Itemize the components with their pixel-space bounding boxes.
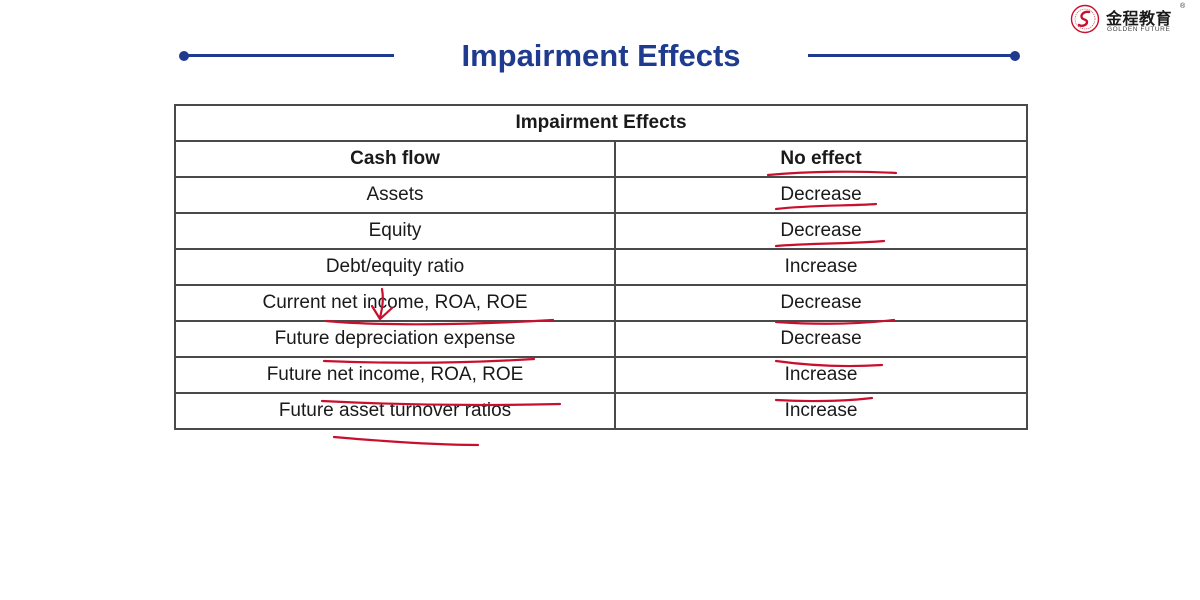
- row-item: Future net income, ROA, ROE: [174, 356, 616, 394]
- table-caption-row: Impairment Effects: [173, 104, 1029, 142]
- header-cash-flow: Cash flow: [174, 140, 616, 178]
- logo-chinese-name: 金程教育: [1106, 9, 1173, 28]
- row-effect: Increase: [613, 392, 1029, 430]
- table-row: Future net income, ROA, ROE Increase: [174, 356, 1029, 394]
- row-effect: Decrease: [613, 212, 1029, 250]
- row-item: Future asset turnover ratios: [174, 392, 616, 430]
- impairment-effects-table: Impairment Effects Cash flow No effect A…: [173, 104, 1029, 430]
- logo-english-name: GOLDEN FUTURE: [1107, 26, 1171, 33]
- title-line-left: [184, 54, 394, 57]
- row-item: Equity: [174, 212, 616, 250]
- table-row: Current net income, ROA, ROE Decrease: [174, 284, 1029, 322]
- table-row: Future asset turnover ratios Increase: [174, 392, 1029, 430]
- header-no-effect: No effect: [613, 140, 1029, 178]
- underline-asset-turnover: [332, 435, 480, 447]
- brand-logo: 金程教育 ® GOLDEN FUTURE: [1068, 2, 1188, 36]
- registered-mark: ®: [1180, 3, 1186, 10]
- row-item: Assets: [174, 176, 616, 214]
- row-effect: Decrease: [613, 176, 1029, 214]
- title-line-right: [808, 54, 1014, 57]
- table-header-row: Cash flow No effect: [174, 140, 1029, 178]
- row-item: Future depreciation expense: [174, 320, 616, 358]
- table-row: Assets Decrease: [174, 176, 1029, 214]
- table-row: Equity Decrease: [174, 212, 1029, 250]
- seal-icon: [1070, 4, 1100, 34]
- row-effect: Decrease: [613, 284, 1029, 322]
- row-effect: Increase: [613, 356, 1029, 394]
- row-effect: Decrease: [613, 320, 1029, 358]
- row-item: Debt/equity ratio: [174, 248, 616, 286]
- title-line-dot-right: [1010, 51, 1020, 61]
- row-effect: Increase: [613, 248, 1029, 286]
- slide-title: Impairment Effects: [461, 38, 741, 73]
- table-caption: Impairment Effects: [173, 104, 1029, 142]
- table-row: Debt/equity ratio Increase: [174, 248, 1029, 286]
- row-item: Current net income, ROA, ROE: [174, 284, 616, 322]
- table-row: Future depreciation expense Decrease: [174, 320, 1029, 358]
